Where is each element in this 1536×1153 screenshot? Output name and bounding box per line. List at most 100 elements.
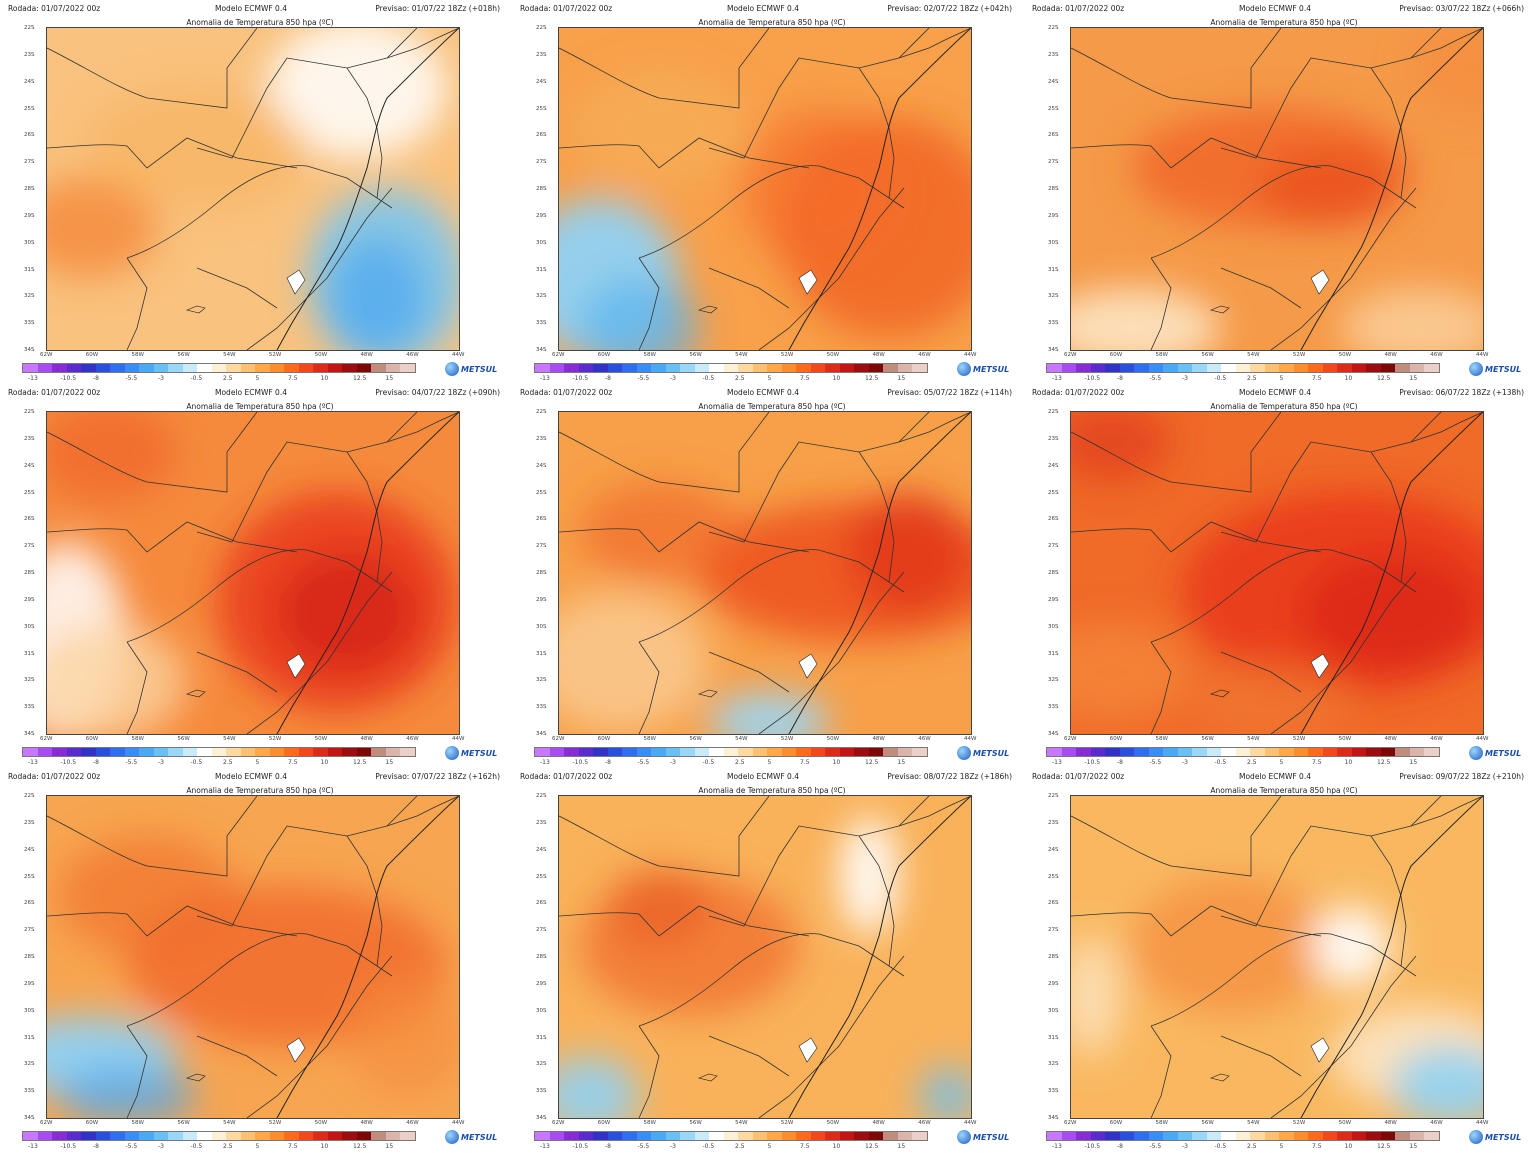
colorbar-label: -13 xyxy=(1052,1143,1062,1150)
colorbar-swatch xyxy=(665,1132,681,1140)
colorbar-label: -8 xyxy=(1117,1143,1123,1150)
colorbar-swatch xyxy=(825,364,840,372)
colorbar-label: -0.5 xyxy=(1214,1143,1227,1150)
border-line xyxy=(1071,28,1282,109)
colorbar-swatch xyxy=(356,1132,372,1140)
colorbar-label: -3 xyxy=(1182,1143,1188,1150)
border-line xyxy=(196,1035,278,1077)
border-line xyxy=(638,549,905,643)
colorbar-label: 7.5 xyxy=(800,375,810,382)
colorbar-swatch xyxy=(226,364,241,372)
lat-tick-label: 22S xyxy=(536,793,547,799)
colorbar-label: -10.5 xyxy=(572,375,589,382)
metsul-logo: METSUL xyxy=(1469,1130,1521,1144)
coastline xyxy=(788,412,971,734)
colorbar-swatch xyxy=(651,364,666,372)
lon-tick-label: 54W xyxy=(1247,352,1260,358)
model-label: Modelo ECMWF 0.4 xyxy=(1239,772,1311,781)
lat-tick-label: 26S xyxy=(24,900,35,907)
colorbar-swatch xyxy=(1206,748,1222,756)
metsul-logo: METSUL xyxy=(445,1130,497,1144)
colorbar-swatch xyxy=(1221,364,1236,372)
lon-tick-label: 62W xyxy=(40,736,53,742)
colorbar-swatch xyxy=(226,1132,241,1140)
colorbar-label: 12.5 xyxy=(865,375,879,382)
colorbar-label: 12.5 xyxy=(1377,375,1391,382)
lat-tick-label: 22S xyxy=(24,25,35,31)
lat-tick-label: 27S xyxy=(536,543,547,550)
colorbar-label: 2.5 xyxy=(1247,375,1257,382)
colorbar-swatch xyxy=(66,1132,82,1140)
lat-tick-label: 26S xyxy=(536,132,547,139)
map-field-svg xyxy=(559,28,971,350)
coastline xyxy=(788,28,971,350)
colorbar-swatch xyxy=(168,1132,183,1140)
border-line xyxy=(559,796,770,877)
border-line xyxy=(1071,521,1322,553)
lat-tick-label: 34S xyxy=(24,731,35,737)
colorbar-label: 10 xyxy=(320,759,329,766)
map-title: Anomalia de Temperatura 850 hpa (ºC) xyxy=(1210,786,1358,795)
map-field-svg xyxy=(1071,796,1483,1118)
colorbar-swatch xyxy=(110,364,125,372)
colorbar-swatch xyxy=(723,364,739,372)
lat-tick-label: 34S xyxy=(24,1115,35,1121)
border-line xyxy=(126,1025,148,1118)
colorbar-swatch xyxy=(95,1132,111,1140)
colorbar-swatch xyxy=(1395,364,1410,372)
colorbar xyxy=(22,1131,416,1141)
colorbar-label: -13 xyxy=(1052,759,1062,766)
colorbar-label: -0.5 xyxy=(1214,375,1227,382)
colorbar-swatch xyxy=(37,364,53,372)
forecast-panel: Rodada: 01/07/2022 00z Modelo ECMWF 0.4 Pr… xyxy=(1024,768,1536,1152)
colorbar-swatch xyxy=(168,364,183,372)
colorbar-swatch xyxy=(255,748,270,756)
colorbar-swatch xyxy=(839,748,855,756)
run-label: Rodada: 01/07/2022 00z xyxy=(1032,4,1125,13)
lagoon xyxy=(1310,653,1330,679)
colorbar-swatch xyxy=(1076,1132,1091,1140)
colorbar-label: -8 xyxy=(1117,759,1123,766)
colorbar-label: 2.5 xyxy=(223,1143,233,1150)
colorbar-swatch xyxy=(578,1132,594,1140)
lat-tick-label: 34S xyxy=(1048,731,1059,737)
lon-tick-label: 56W xyxy=(177,352,190,358)
colorbar-swatch xyxy=(52,364,67,372)
lat-tick-label: 26S xyxy=(1048,900,1059,907)
colorbar-swatch xyxy=(1177,748,1193,756)
colorbar-label: -0.5 xyxy=(702,759,715,766)
lon-tick-label: 52W xyxy=(1292,736,1306,742)
colorbar-swatch xyxy=(752,748,768,756)
colorbar-swatch xyxy=(1250,364,1265,372)
colorbar-swatch xyxy=(1424,364,1439,372)
border-line xyxy=(196,651,278,693)
globe-icon xyxy=(445,362,459,376)
border-line xyxy=(708,796,930,927)
colorbar-swatch xyxy=(854,1132,869,1140)
colorbar-swatch xyxy=(549,1132,565,1140)
colorbar-label: -0.5 xyxy=(190,375,203,382)
border-line xyxy=(638,641,660,734)
lon-tick-label: 54W xyxy=(735,1120,748,1126)
colorbar-label: -5.5 xyxy=(125,1143,138,1150)
globe-icon xyxy=(1469,1130,1483,1144)
lon-tick-label: 44W xyxy=(1476,1120,1489,1126)
colorbar-swatch xyxy=(1395,748,1410,756)
lon-tick-label: 50W xyxy=(1338,352,1352,358)
colorbar-swatch xyxy=(52,748,67,756)
forecast-panel: Rodada: 01/07/2022 00z Modelo ECMWF 0.4 Pr… xyxy=(0,768,512,1152)
logo-text: METSUL xyxy=(1485,748,1522,758)
colorbar-swatch xyxy=(781,748,797,756)
colorbar-swatch xyxy=(23,364,38,372)
colorbar-swatch xyxy=(680,748,695,756)
anomaly-map xyxy=(558,27,972,351)
colorbar-swatch xyxy=(124,1132,140,1140)
border-line xyxy=(1220,796,1442,927)
logo-text: METSUL xyxy=(973,1132,1010,1142)
colorbar-label: 10 xyxy=(320,1143,329,1150)
border-line xyxy=(47,905,298,937)
colorbar-swatch xyxy=(868,364,884,372)
metsul-logo: METSUL xyxy=(957,746,1009,760)
lon-tick-label: 54W xyxy=(735,736,748,742)
map-title: Anomalia de Temperatura 850 hpa (ºC) xyxy=(1210,18,1358,27)
